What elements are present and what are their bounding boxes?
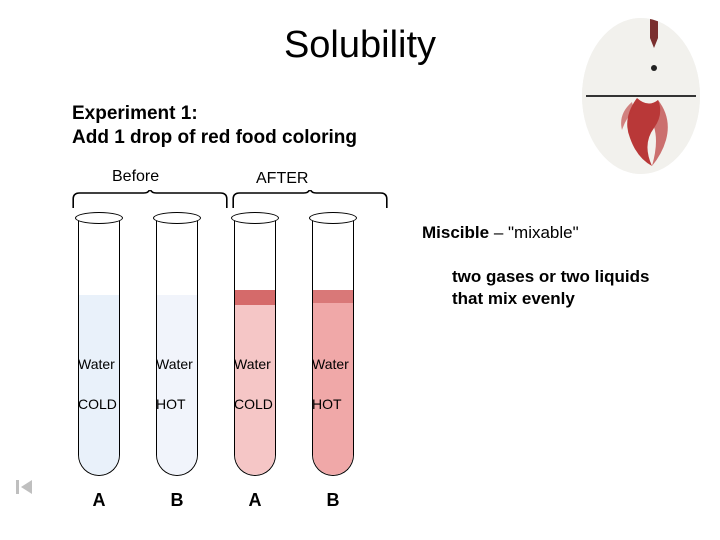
experiment-line1: Experiment 1: [72,102,357,126]
tube-liquid-label: Water [312,356,349,372]
tube-fill [79,295,119,475]
tube-glass [156,218,198,476]
dye-drop-photo [582,18,700,174]
desc-line1: two gases or two liquids [452,266,649,288]
tube-glass [234,218,276,476]
tube-rim [309,212,357,224]
nav-first-icon[interactable] [14,476,36,498]
tube-liquid-label: Water [234,356,271,372]
tube-fill [157,295,197,475]
tube-rim [153,212,201,224]
miscible-definition: Miscible – "mixable" [422,222,579,244]
bracket-after [230,190,390,208]
test-tube: WaterHOTB [312,218,354,476]
tube-liquid-label: Water [156,356,193,372]
tube-liquid-label: Water [78,356,115,372]
tube-dye-layer [235,290,275,305]
tube-rim [231,212,279,224]
test-tube: WaterCOLDA [78,218,120,476]
tube-temp-label: COLD [78,396,117,412]
tube-letter: B [312,490,354,511]
desc-line2: that mix evenly [452,288,649,310]
phase-label-after: AFTER [256,170,308,188]
tube-dye-layer [313,290,353,303]
tube-temp-label: HOT [156,396,186,412]
miscible-term: Miscible [422,223,489,242]
dye-drop-illustration [582,18,700,174]
miscible-rest: – "mixable" [489,223,579,242]
tube-letter: A [234,490,276,511]
test-tube: WaterCOLDA [234,218,276,476]
tube-glass [78,218,120,476]
experiment-line2: Add 1 drop of red food coloring [72,126,357,150]
tube-area: WaterCOLDAWaterHOTBWaterCOLDAWaterHOTB [78,218,398,498]
tube-letter: B [156,490,198,511]
test-tube: WaterHOTB [156,218,198,476]
bracket-before [70,190,230,208]
tube-temp-label: HOT [312,396,342,412]
tube-rim [75,212,123,224]
tube-letter: A [78,490,120,511]
experiment-heading: Experiment 1: Add 1 drop of red food col… [72,102,357,150]
tube-temp-label: COLD [234,396,273,412]
phase-label-before: Before [112,168,159,186]
tube-fill [235,295,275,475]
miscible-description: two gases or two liquids that mix evenly [452,266,649,310]
tube-glass [312,218,354,476]
tube-fill [313,295,353,475]
